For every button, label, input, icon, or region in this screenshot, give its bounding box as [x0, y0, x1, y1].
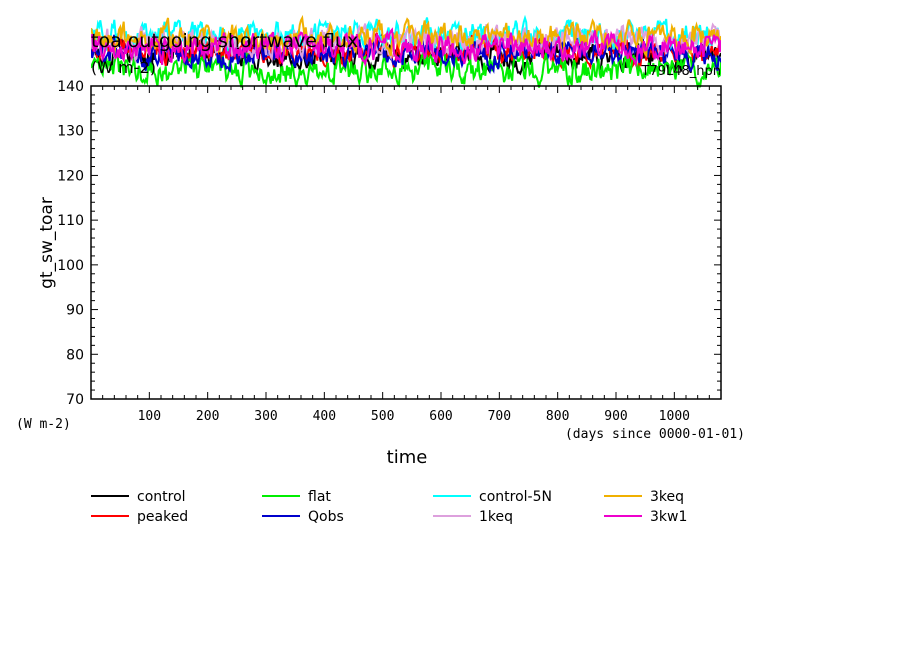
series-layer	[91, 14, 721, 91]
legend-label: control-5N	[479, 489, 552, 505]
chart-title: toa outgoing shortwave flux	[91, 30, 358, 52]
y-tick-label: 130	[57, 124, 84, 140]
y-tick-label: 100	[57, 258, 84, 274]
y-tick-label: 90	[66, 303, 84, 319]
legend-label: control	[137, 489, 186, 505]
y-tick-label: 80	[66, 347, 84, 363]
legend: control peaked flat Qobs control-5N 1keq 3keq 3…	[91, 489, 687, 525]
series-line-flat	[91, 47, 721, 91]
legend-label: peaked	[137, 509, 188, 525]
legend-label: Qobs	[308, 509, 344, 525]
units-top-label: (W m-2)	[91, 58, 156, 77]
plot-frame	[90, 85, 722, 400]
y-tick-label: 70	[66, 392, 84, 408]
x-tick-label: 400	[313, 409, 336, 424]
x-axis: 100 200 300 400 500 600 700 800 900 1000	[102, 86, 710, 424]
x-tick-label: 200	[196, 409, 219, 424]
x-units-label: (days since 0000-01-01)	[565, 427, 745, 442]
run-label: T79L48_hpn	[641, 64, 722, 79]
x-tick-label: 500	[371, 409, 394, 424]
y-tick-label: 120	[57, 168, 84, 184]
x-tick-label: 800	[546, 409, 569, 424]
x-tick-label: 300	[254, 409, 277, 424]
x-tick-label: 1000	[659, 409, 690, 424]
y-tick-label: 140	[57, 79, 84, 95]
x-tick-label: 900	[604, 409, 627, 424]
y-axis-title: gt_sw_toar	[37, 197, 57, 289]
y-axis: 70 80 90 100 110 120 130 140	[57, 79, 721, 408]
x-tick-label: 100	[138, 409, 161, 424]
x-tick-label: 600	[429, 409, 452, 424]
x-axis-title: time	[387, 447, 428, 468]
y-tick-label: 110	[57, 213, 84, 229]
series-line-3kw1	[91, 27, 721, 68]
legend-label: 3kw1	[650, 509, 687, 525]
y-units-label: (W m-2)	[16, 417, 71, 432]
legend-label: 3keq	[650, 489, 684, 505]
x-tick-label: 700	[488, 409, 511, 424]
legend-label: 1keq	[479, 509, 513, 525]
legend-label: flat	[308, 489, 331, 505]
